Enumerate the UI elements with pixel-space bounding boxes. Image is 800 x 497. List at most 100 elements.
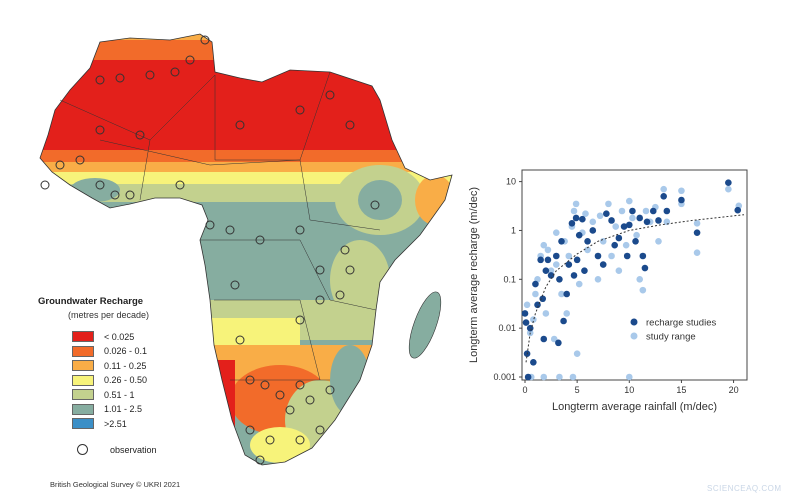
scatter-point (558, 237, 565, 245)
legend-swatch (72, 403, 94, 415)
scatter-point (725, 185, 732, 193)
scatter-point (636, 214, 644, 222)
scatter-point (589, 227, 597, 234)
legend-item: 0.026 - 0.1 (72, 345, 147, 357)
observation-marker (185, 55, 195, 65)
chart-legend-label: study range (646, 332, 696, 343)
scatter-point (642, 207, 650, 215)
scatter-point (563, 290, 571, 298)
africa-outline (39, 33, 453, 466)
scatter-point (556, 373, 563, 381)
scatter-point (615, 267, 623, 274)
legend-swatch (72, 331, 94, 342)
scatter-point (530, 358, 537, 366)
legend-label: < 0.025 (104, 331, 135, 342)
scatter-point (618, 207, 626, 215)
legend-swatch (72, 389, 94, 400)
scatter-point (693, 249, 701, 257)
observation-marker (110, 190, 120, 200)
observation-marker (345, 265, 355, 275)
scatter-point (623, 252, 631, 260)
scatter-point (629, 214, 636, 222)
observation-marker (95, 125, 105, 135)
observation-marker (55, 160, 65, 170)
x-tick-label: 10 (624, 385, 634, 395)
observation-marker (175, 180, 185, 190)
scatter-point (552, 261, 560, 268)
scatter-point (579, 215, 586, 223)
scatter-point (594, 252, 602, 260)
observation-marker (275, 390, 285, 400)
observation-marker (305, 395, 315, 405)
scatter-point (594, 276, 602, 283)
scatter-point (565, 252, 573, 260)
observation-marker (295, 105, 305, 115)
y-tick-label: 1 (511, 225, 516, 235)
observation-marker (255, 455, 265, 465)
observation-marker (235, 120, 245, 130)
x-tick-label: 20 (729, 385, 739, 395)
scatter-point (556, 276, 563, 283)
credit: British Geological Survey © UKRI 2021 (50, 480, 181, 489)
legend-item: 1.01 - 2.5 (72, 403, 142, 415)
observation-marker (230, 280, 240, 290)
observation-marker (225, 225, 235, 235)
scatter-point (605, 200, 612, 208)
legend-title: Groundwater Recharge (38, 296, 144, 307)
scatter-point (625, 197, 633, 205)
scatter-point (575, 280, 583, 288)
legend-subtitle: (metres per decade) (68, 310, 150, 320)
observation-marker (245, 425, 255, 435)
scatter-point (629, 207, 636, 215)
scatter-point (530, 316, 537, 323)
scatter-point (572, 214, 580, 222)
scatter-point (678, 187, 685, 195)
legend-item: 0.11 - 0.25 (72, 360, 146, 371)
observation-marker (345, 120, 355, 130)
observation-marker (95, 180, 105, 190)
observation-marker (40, 180, 50, 190)
scatter-point (625, 221, 633, 229)
scatter-point (643, 218, 651, 226)
legend-swatch (72, 360, 94, 371)
legend-item: 0.26 - 0.50 (72, 374, 147, 386)
scatter-point (641, 264, 649, 272)
scatter-point (612, 223, 620, 230)
scatter-point (524, 373, 532, 381)
scatter-point (589, 218, 597, 226)
y-axis-label: Longterm average recharge (m/dec) (468, 187, 480, 363)
scatter-point (615, 234, 623, 242)
scatter-point (582, 210, 589, 218)
observation-marker (95, 75, 105, 85)
plot-frame (521, 169, 748, 381)
observation-marker (145, 70, 155, 80)
scatter-point (632, 237, 639, 245)
scatter-point (570, 207, 578, 215)
observation-marker (295, 380, 305, 390)
trend-line (525, 214, 745, 363)
scatter-point (639, 252, 647, 260)
observation-marker (255, 235, 265, 245)
legend-swatch (72, 418, 94, 429)
observation-marker (245, 375, 255, 385)
chart-legend-marker (630, 332, 638, 340)
observation-marker (325, 385, 335, 395)
scatter-point (603, 210, 610, 218)
chart-legend-marker (630, 318, 638, 326)
scatter-point (558, 290, 565, 298)
scatter-point (539, 295, 547, 303)
scatter-point (608, 217, 615, 224)
scatter-point (570, 272, 578, 279)
scatter-point (639, 286, 647, 294)
scatter-point (622, 241, 630, 249)
scatter-point (584, 246, 591, 254)
chart-legend-label: recharge studies (646, 318, 716, 329)
scatter-point (547, 272, 555, 279)
observation-marker (370, 200, 380, 210)
scatter-point (569, 373, 577, 381)
scatter-point (555, 339, 562, 347)
observation-marker (235, 335, 245, 345)
scatter-point (565, 261, 573, 268)
scatter-point (568, 220, 576, 227)
